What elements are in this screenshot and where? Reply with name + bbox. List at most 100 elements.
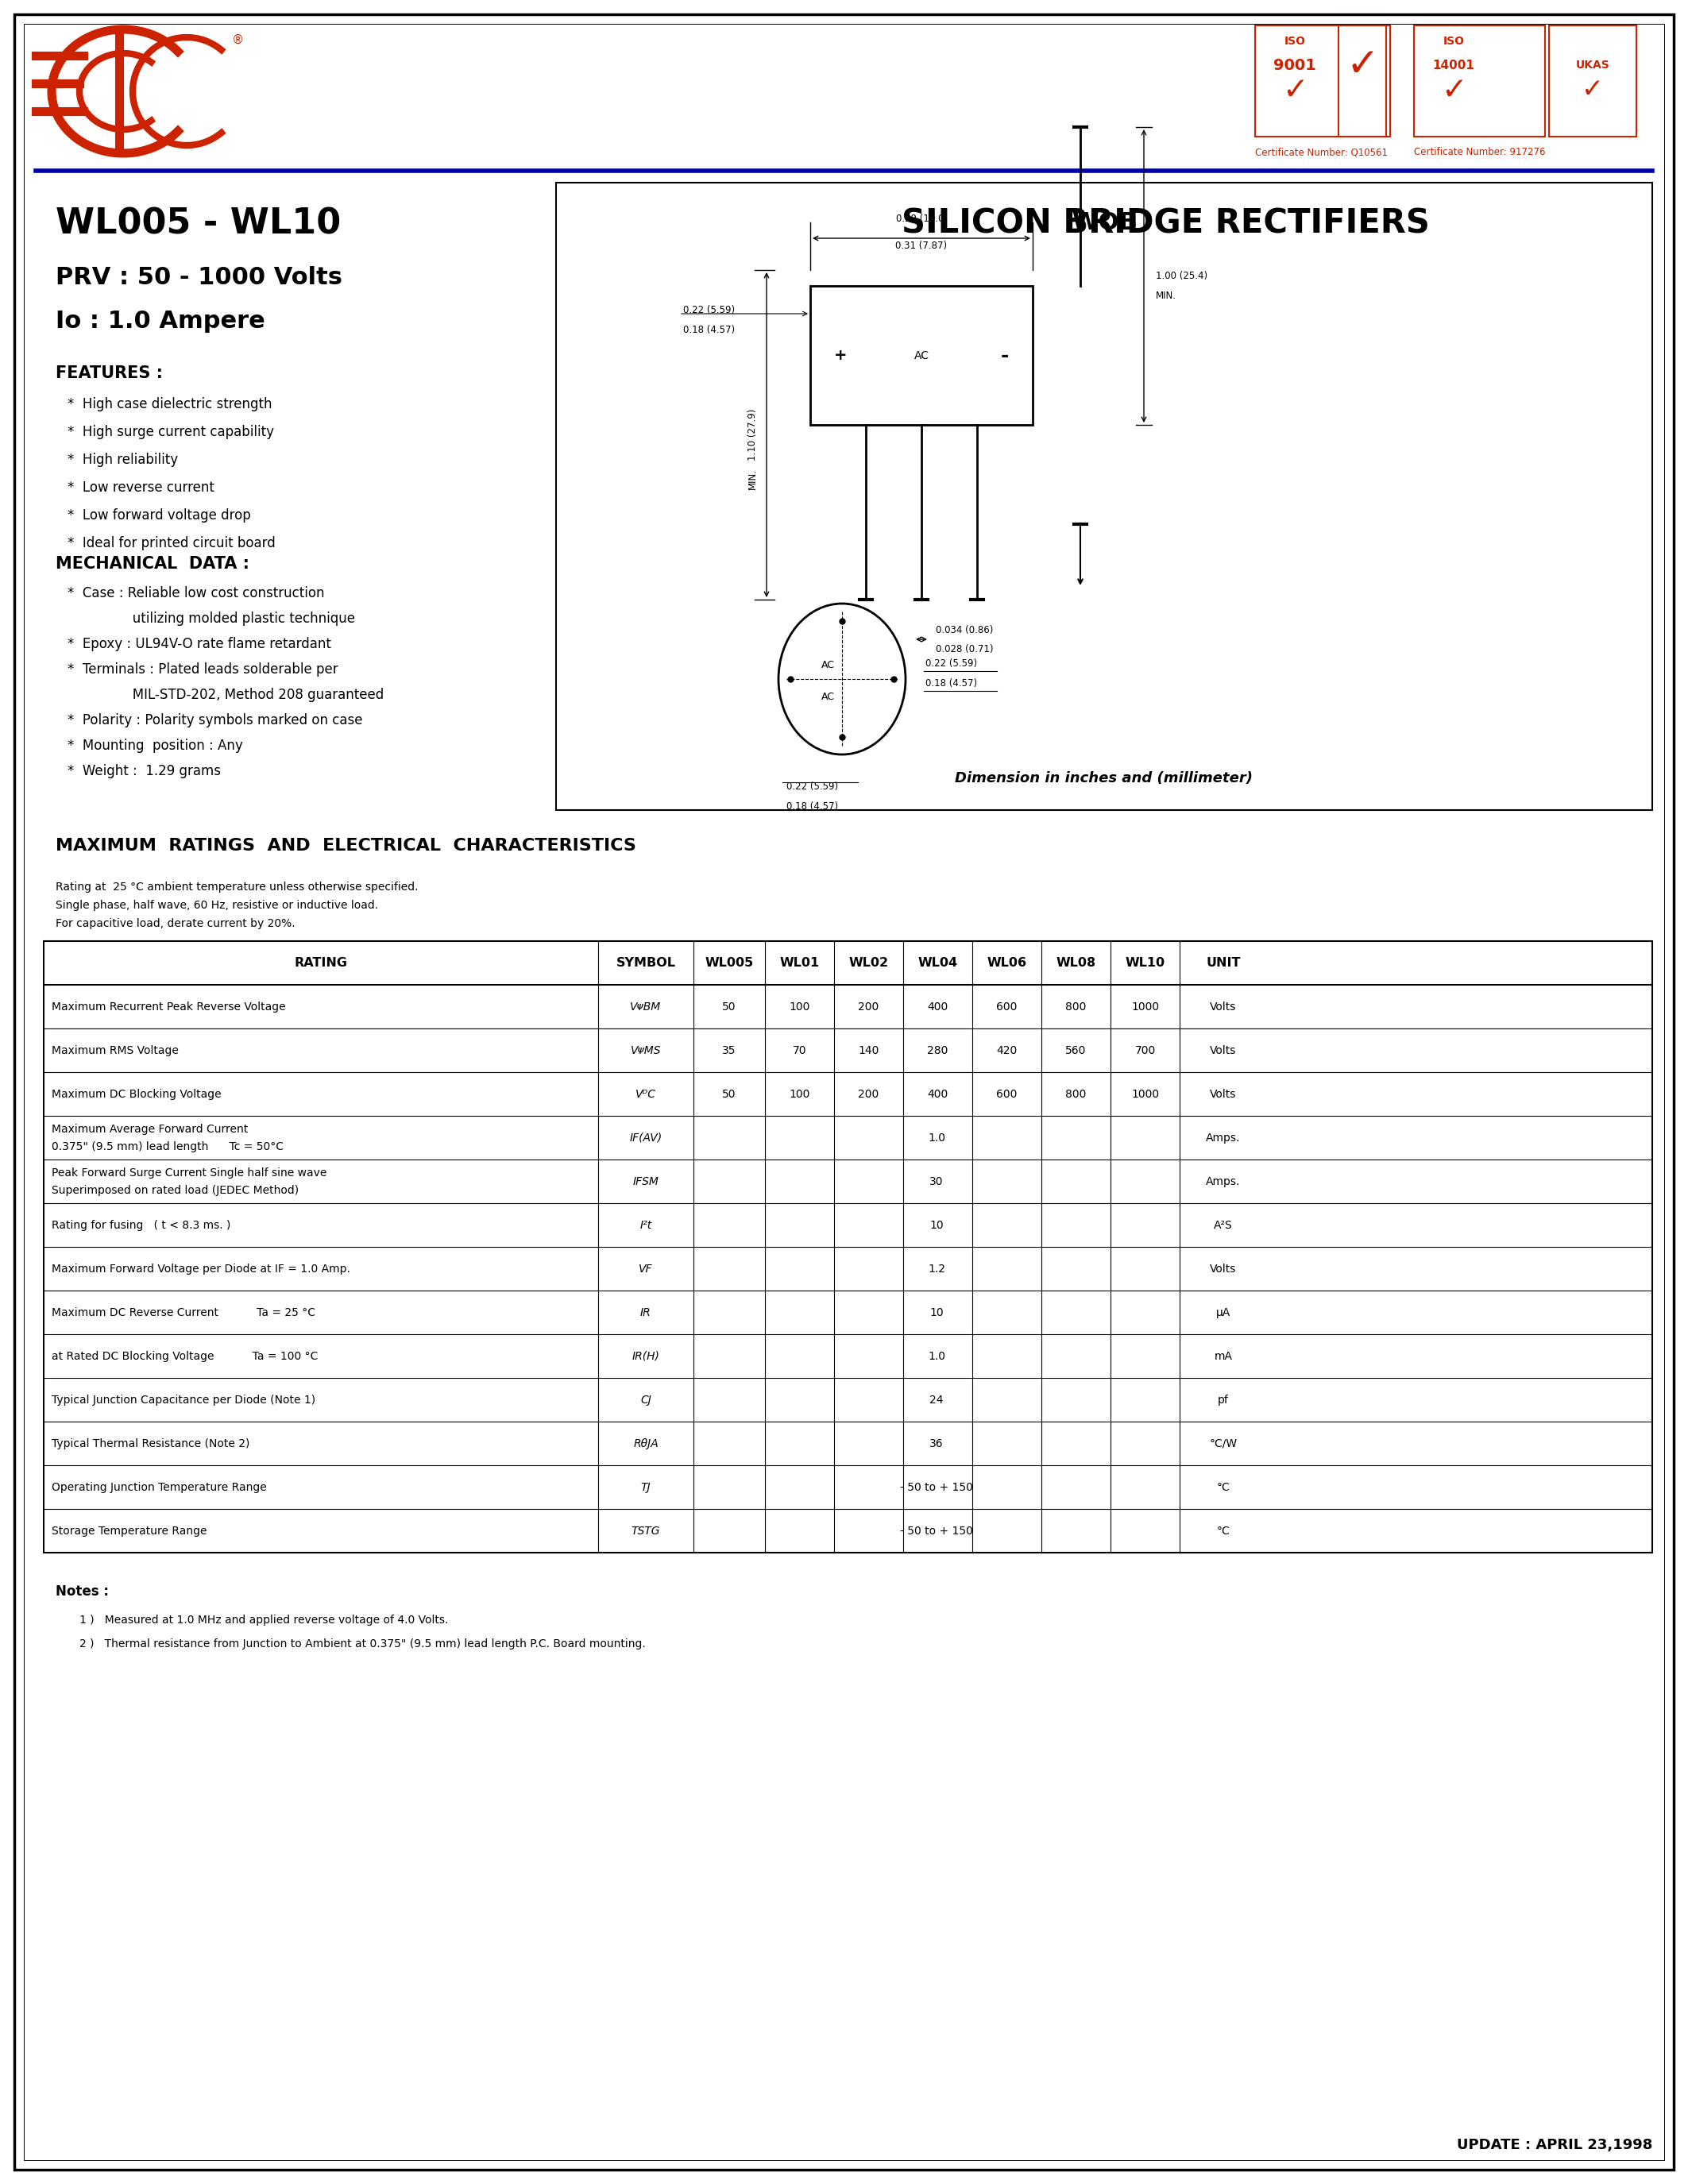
Text: *  High surge current capability: * High surge current capability [68,426,273,439]
Text: SILICON BRIDGE RECTIFIERS: SILICON BRIDGE RECTIFIERS [901,207,1430,240]
Text: Maximum Forward Voltage per Diode at IF = 1.0 Amp.: Maximum Forward Voltage per Diode at IF … [52,1262,349,1273]
Text: 9001: 9001 [1273,57,1317,72]
Text: 30: 30 [930,1175,944,1186]
Text: 0.18 (4.57): 0.18 (4.57) [925,677,977,688]
Text: 1.00 (25.4): 1.00 (25.4) [1156,271,1207,282]
Text: Certificate Number: Q10561: Certificate Number: Q10561 [1256,146,1388,157]
Text: WL04: WL04 [918,957,957,970]
Text: 10: 10 [930,1219,944,1230]
Text: 35: 35 [722,1044,736,1055]
Text: *  Polarity : Polarity symbols marked on case: * Polarity : Polarity symbols marked on … [68,714,363,727]
Text: AC: AC [820,692,834,701]
Text: *  Epoxy : UL94V-O rate flame retardant: * Epoxy : UL94V-O rate flame retardant [68,638,331,651]
Text: IR: IR [640,1306,652,1317]
Text: VᴪBM: VᴪBM [630,1000,662,1011]
Text: 50: 50 [722,1088,736,1099]
Text: 1 )   Measured at 1.0 MHz and applied reverse voltage of 4.0 Volts.: 1 ) Measured at 1.0 MHz and applied reve… [79,1614,449,1625]
Text: °C: °C [1217,1524,1231,1535]
Text: 36: 36 [930,1437,944,1448]
Text: MECHANICAL  DATA :: MECHANICAL DATA : [56,557,250,572]
Text: mA: mA [1214,1350,1232,1361]
Text: Amps.: Amps. [1205,1175,1241,1186]
Text: 800: 800 [1065,1000,1087,1011]
Text: Maximum Recurrent Peak Reverse Voltage: Maximum Recurrent Peak Reverse Voltage [52,1000,285,1011]
Text: 0.18 (4.57): 0.18 (4.57) [787,802,839,810]
Text: 400: 400 [927,1088,949,1099]
Text: Volts: Volts [1210,1044,1237,1055]
Text: 10: 10 [930,1306,944,1317]
Text: Dimension in inches and (millimeter): Dimension in inches and (millimeter) [955,771,1252,786]
Bar [1415,26,1545,138]
Text: MIL-STD-202, Method 208 guaranteed: MIL-STD-202, Method 208 guaranteed [103,688,383,701]
Text: 100: 100 [788,1000,810,1011]
Text: 2 )   Thermal resistance from Junction to Ambient at 0.375" (9.5 mm) lead length: 2 ) Thermal resistance from Junction to … [79,1638,645,1649]
Text: 600: 600 [996,1088,1018,1099]
Text: For capacitive load, derate current by 20%.: For capacitive load, derate current by 2… [56,917,295,928]
Text: °C: °C [1217,1481,1231,1492]
Text: 420: 420 [996,1044,1018,1055]
Text: °C/W: °C/W [1209,1437,1237,1448]
Text: 600: 600 [996,1000,1018,1011]
Text: *  Low forward voltage drop: * Low forward voltage drop [68,509,252,522]
Text: Notes :: Notes : [56,1583,108,1599]
Text: UPDATE : APRIL 23,1998: UPDATE : APRIL 23,1998 [1457,2138,1653,2151]
Text: AC: AC [820,660,834,670]
Text: CJ: CJ [640,1393,652,1404]
Text: Single phase, half wave, 60 Hz, resistive or inductive load.: Single phase, half wave, 60 Hz, resistiv… [56,900,378,911]
Text: RATING: RATING [294,957,348,970]
Bar [1550,26,1636,138]
Text: - 50 to + 150: - 50 to + 150 [900,1481,972,1492]
Text: Io : 1.0 Ampere: Io : 1.0 Ampere [56,310,265,332]
Text: VᴪMS: VᴪMS [631,1044,662,1055]
Text: ISO: ISO [1285,35,1305,46]
Text: FEATURES :: FEATURES : [56,365,162,382]
Text: Typical Junction Capacitance per Diode (Note 1): Typical Junction Capacitance per Diode (… [52,1393,316,1404]
Text: 0.18 (4.57): 0.18 (4.57) [684,325,734,334]
Text: 0.39 (10.0): 0.39 (10.0) [896,214,947,225]
Text: WL01: WL01 [780,957,819,970]
Text: 0.028 (0.71): 0.028 (0.71) [935,644,993,653]
Text: 1.0: 1.0 [928,1131,945,1142]
Text: MIN.: MIN. [748,467,758,489]
Text: 50: 50 [722,1000,736,1011]
Text: 1.0: 1.0 [928,1350,945,1361]
Text: *  Ideal for printed circuit board: * Ideal for printed circuit board [68,535,275,550]
Text: 140: 140 [858,1044,879,1055]
Text: TSTG: TSTG [631,1524,660,1535]
Text: 400: 400 [927,1000,949,1011]
Bar [810,286,1033,426]
Text: at Rated DC Blocking Voltage           Ta = 100 °C: at Rated DC Blocking Voltage Ta = 100 °C [52,1350,317,1361]
Text: SYMBOL: SYMBOL [616,957,675,970]
Text: 560: 560 [1065,1044,1087,1055]
Text: +: + [834,347,847,363]
Text: Storage Temperature Range: Storage Temperature Range [52,1524,208,1535]
Text: 1.10 (27.9): 1.10 (27.9) [748,408,758,461]
Text: 1000: 1000 [1131,1088,1160,1099]
Text: ✓: ✓ [1345,46,1379,85]
Text: 200: 200 [858,1088,879,1099]
Text: 100: 100 [788,1088,810,1099]
Text: *  Mounting  position : Any: * Mounting position : Any [68,738,243,753]
Text: VF: VF [638,1262,653,1273]
Text: Volts: Volts [1210,1262,1237,1273]
Text: 800: 800 [1065,1088,1087,1099]
Text: UNIT: UNIT [1205,957,1241,970]
Text: 1000: 1000 [1131,1000,1160,1011]
Text: 1.2: 1.2 [928,1262,945,1273]
Text: Certificate Number: 917276: Certificate Number: 917276 [1415,146,1546,157]
Text: A²S: A²S [1214,1219,1232,1230]
Text: IF(AV): IF(AV) [630,1131,662,1142]
Text: RθJA: RθJA [633,1437,658,1448]
Text: WOB: WOB [1072,212,1138,234]
Text: -: - [1001,345,1009,365]
Text: MIN.: MIN. [1156,290,1177,301]
Text: - 50 to + 150: - 50 to + 150 [900,1524,972,1535]
Text: PRV : 50 - 1000 Volts: PRV : 50 - 1000 Volts [56,266,343,288]
Text: WL02: WL02 [849,957,888,970]
Text: 70: 70 [793,1044,807,1055]
Text: Rating for fusing   ( t < 8.3 ms. ): Rating for fusing ( t < 8.3 ms. ) [52,1219,231,1230]
Text: Operating Junction Temperature Range: Operating Junction Temperature Range [52,1481,267,1492]
Text: I²t: I²t [640,1219,652,1230]
Text: ISO: ISO [1443,35,1465,46]
Text: 200: 200 [858,1000,879,1011]
